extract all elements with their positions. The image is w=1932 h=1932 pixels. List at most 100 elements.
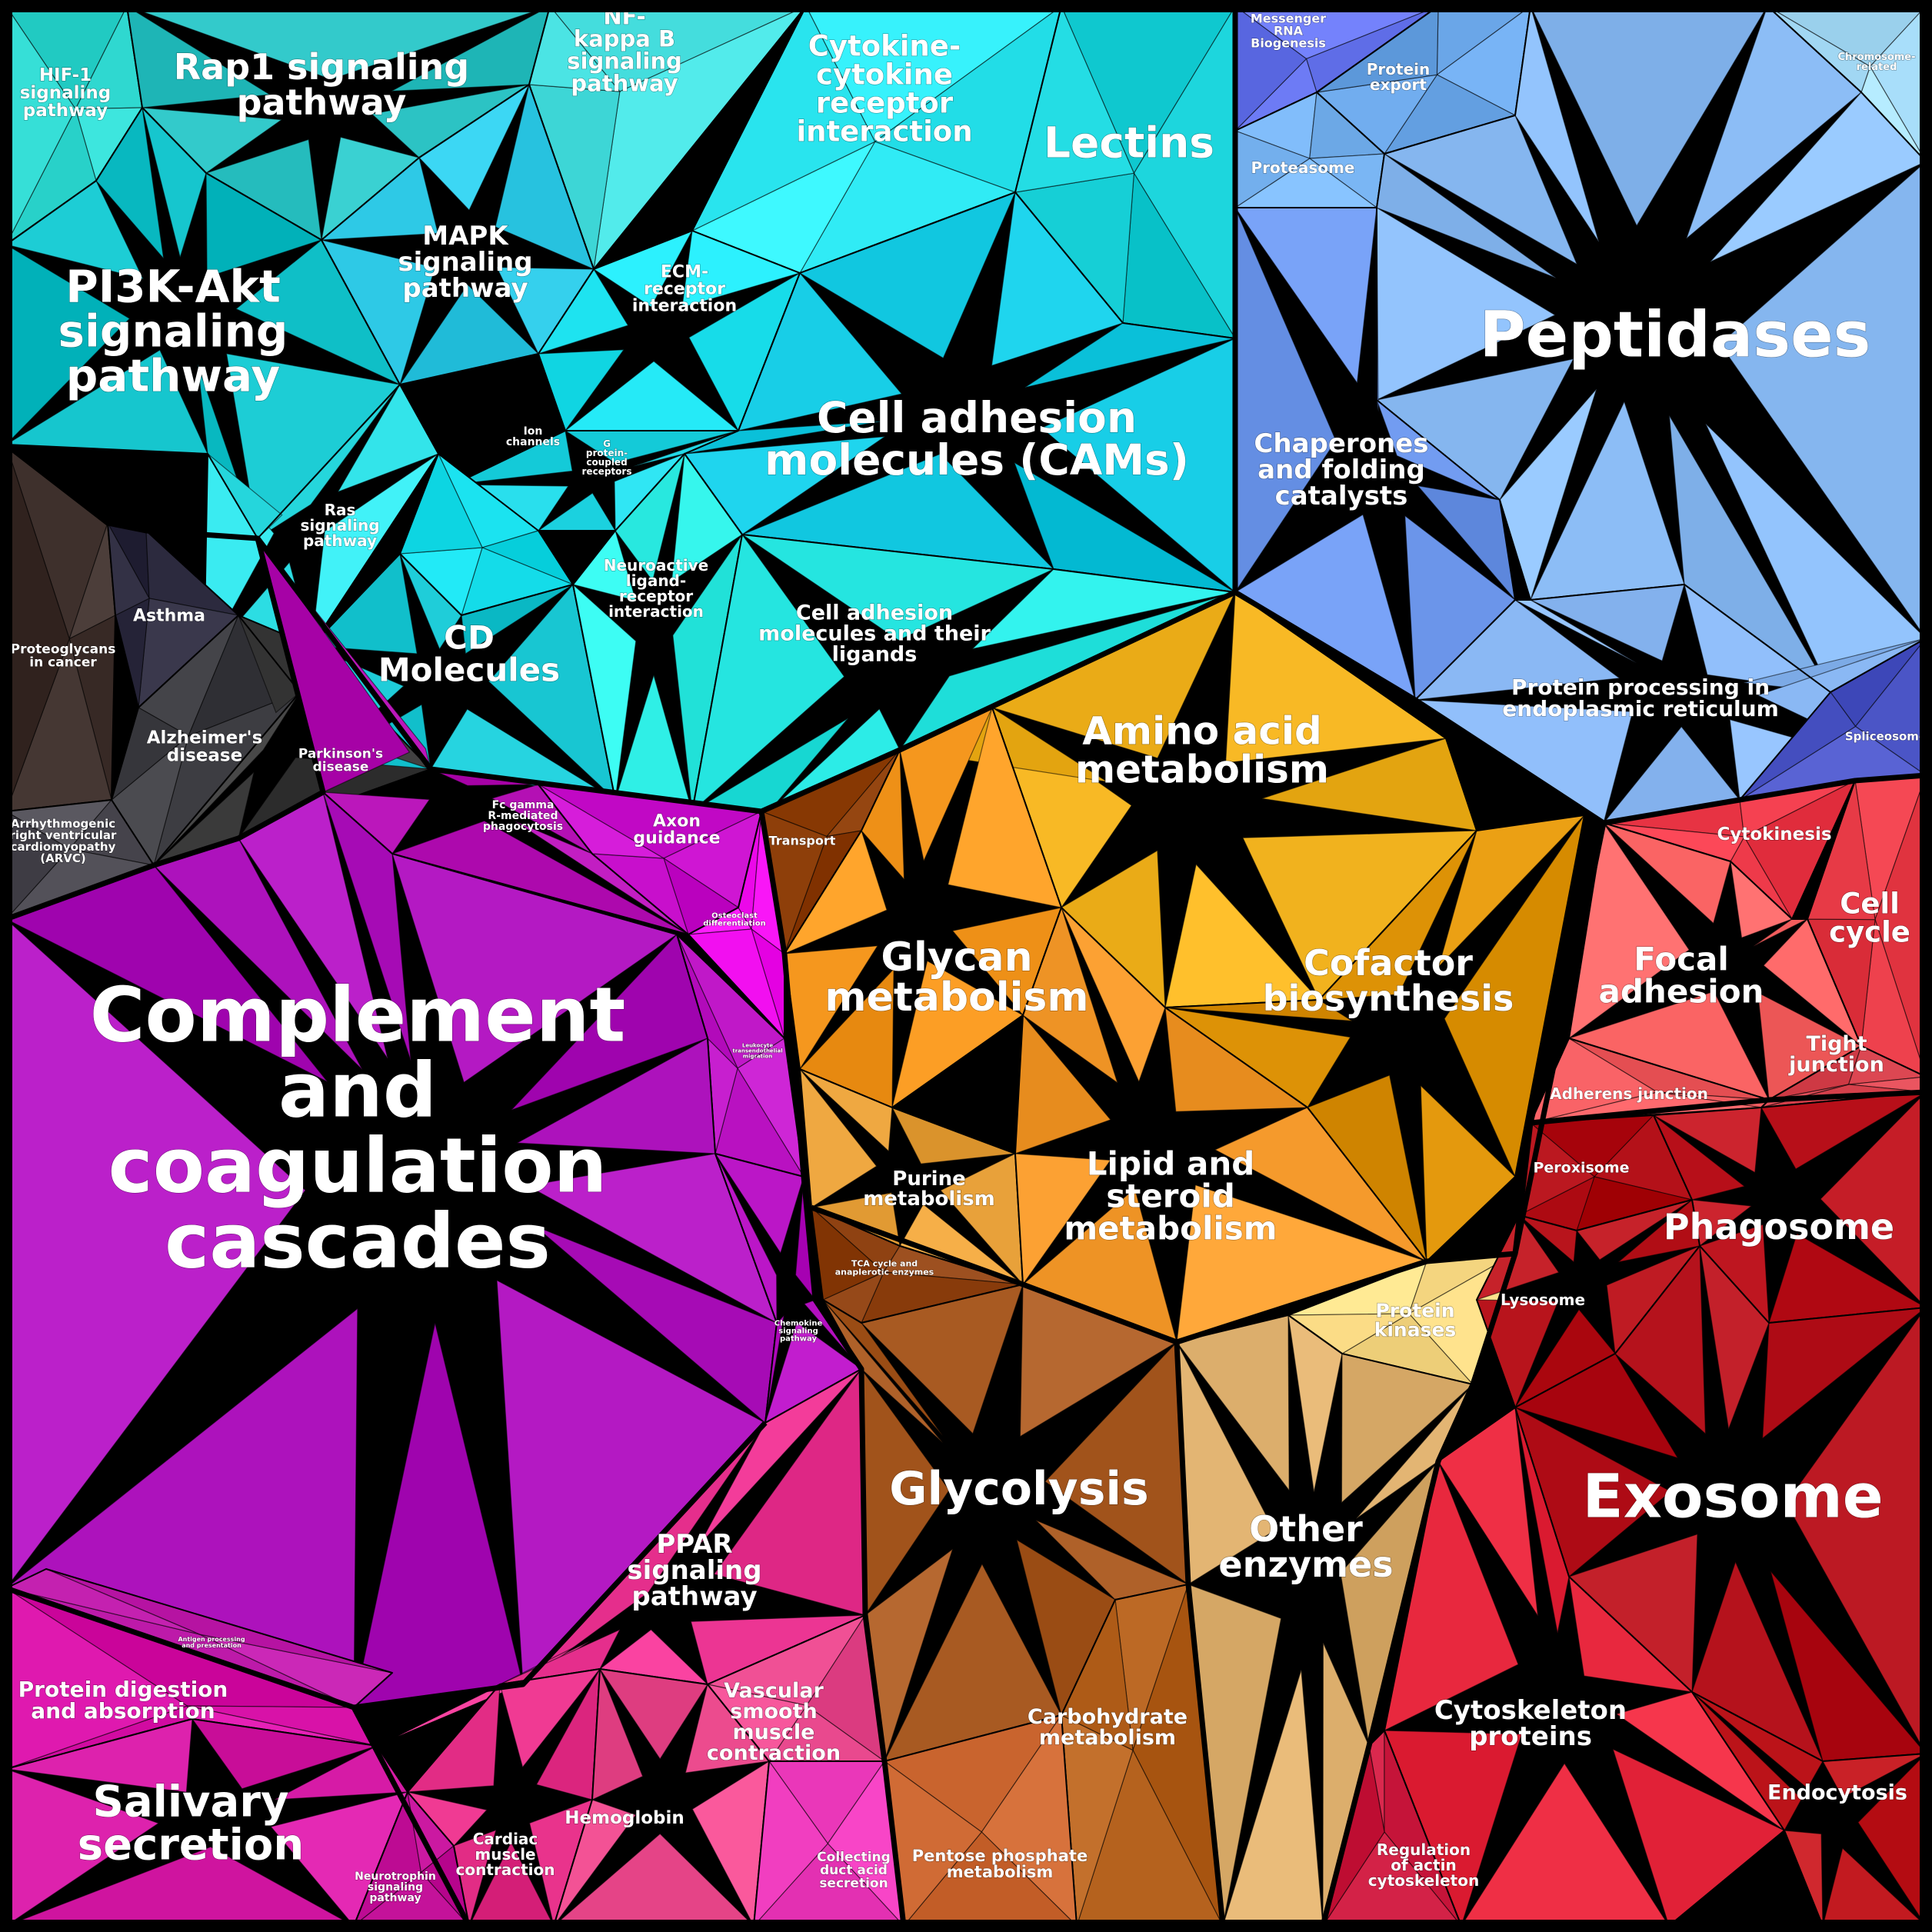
cell-cell-adhesion-molecules-cams xyxy=(683,191,1236,594)
cell-lipid-and-steroid-metabolism xyxy=(1014,906,1428,1343)
label-line: phagocytosis xyxy=(483,821,563,833)
label-cell-adhesion-molecules-and-their-ligands: Cell adhesion molecules and their ligands xyxy=(758,601,991,667)
label-line: Biogenesis xyxy=(1251,36,1326,51)
label-hif-1-signaling-pathway: HIF-1 signaling pathway xyxy=(20,65,112,121)
label-antigen-processing-and-presentation: Antigen processing and presentation xyxy=(178,1636,245,1649)
label-line: Cytokine- xyxy=(808,30,961,63)
label-line: signaling xyxy=(398,247,532,278)
label-line: and absorption xyxy=(31,1698,215,1724)
label-line: and xyxy=(278,1047,437,1134)
label-line: kappa B xyxy=(574,26,675,52)
label-line: (ARVC) xyxy=(40,851,86,865)
label-axon-guidance: Axon guidance xyxy=(633,812,720,848)
label-neuroactive-ligand-receptor-interaction: Neuroactive ligand-receptor interaction xyxy=(604,556,709,621)
label-protein-digestion-and-absorption: Protein digestion and absorption xyxy=(18,1677,228,1724)
label-line: Complement xyxy=(90,971,626,1059)
label-line: signaling xyxy=(20,83,112,103)
label-line: receptor xyxy=(644,280,725,299)
label-line: Spliceosome xyxy=(1845,729,1927,743)
label-line: receptor xyxy=(816,86,954,119)
label-proteoglycans-in-cancer: Proteoglycans in cancer xyxy=(11,642,116,671)
label-alzheimer-s-disease: Alzheimer's disease xyxy=(147,728,263,766)
label-line: Ion xyxy=(524,425,543,438)
label-line: Cytokinesis xyxy=(1717,824,1831,844)
cell-cytoskeleton-proteins xyxy=(1384,1406,1786,1927)
cell-glycan-metabolism xyxy=(783,705,1062,1109)
label-line: muscle xyxy=(733,1720,815,1744)
label-tight-junction: Tight junction xyxy=(1788,1032,1884,1077)
label-glycolysis: Glycolysis xyxy=(889,1462,1148,1516)
cell-nf-kappa-b-signaling-pathway xyxy=(528,5,807,271)
label-complement-and-coagulation-cascades: Complement and coagulation cascades xyxy=(90,971,626,1285)
label-line: export xyxy=(1370,75,1427,94)
cell-rap1-signaling-pathway xyxy=(126,5,551,242)
label-transport: Transport xyxy=(769,834,836,848)
label-line: contraction xyxy=(455,1860,555,1879)
cell-proteasome xyxy=(1234,91,1386,209)
label-line: metabolism xyxy=(947,1863,1054,1881)
cell-g-protein-coupled-receptors xyxy=(398,452,575,617)
label-spliceosome: Spliceosome xyxy=(1845,729,1927,743)
label-line: Axon xyxy=(653,812,701,831)
label-cell-adhesion-molecules-cams: Cell adhesion molecules (CAMs) xyxy=(764,393,1189,485)
label-proteasome: Proteasome xyxy=(1251,158,1355,177)
label-cd-molecules: CD Molecules xyxy=(378,619,560,689)
label-line: Cell adhesion xyxy=(817,393,1137,442)
label-line: interaction xyxy=(608,602,704,621)
group-border-layer xyxy=(4,6,1927,1927)
label-ecm-receptor-interaction: ECM-receptor interaction xyxy=(632,263,737,316)
label-line: Protein processing in xyxy=(1511,675,1770,700)
label-chromosome-related: Chromosome-related xyxy=(1837,52,1915,73)
label-line: endoplasmic reticulum xyxy=(1502,696,1779,721)
label-line: receptor xyxy=(619,587,693,605)
label-line: PI3K-Akt xyxy=(65,260,281,312)
group-digestion xyxy=(5,1367,905,1928)
label-line: catalysts xyxy=(1275,481,1408,511)
cell-cytokinesis xyxy=(1603,779,1857,921)
cell-ecm-receptor-interaction xyxy=(537,229,801,432)
cell-mapk-signaling-pathway xyxy=(320,82,595,386)
label-line: Chemokine xyxy=(774,1320,823,1328)
label-chaperones-and-folding-catalysts: Chaperones and folding catalysts xyxy=(1254,428,1428,511)
label-line: Arrhythmogenic xyxy=(11,817,115,831)
label-line: Parkinson's xyxy=(298,747,383,762)
cell-layer xyxy=(5,4,1928,1928)
label-line: Lipid and xyxy=(1087,1145,1255,1183)
label-line: muscle xyxy=(475,1845,535,1864)
label-fc-gamma-r-mediated-phagocytosis: Fc gamma R-mediated phagocytosis xyxy=(483,799,563,833)
label-line: Neuroactive xyxy=(604,556,709,575)
label-line: channels xyxy=(506,436,560,448)
cell-protein-export xyxy=(1315,5,1532,155)
label-line: G xyxy=(603,438,611,449)
label-line: metabolism xyxy=(1064,1210,1277,1247)
label-line: Hemoglobin xyxy=(565,1808,685,1828)
label-line: signaling xyxy=(627,1555,761,1586)
label-line: Cardiac xyxy=(473,1830,538,1848)
label-salivary-secretion: Salivary secretion xyxy=(78,1777,304,1870)
label-line: Protein xyxy=(1375,1299,1454,1321)
label-exosome: Exosome xyxy=(1582,1462,1883,1531)
label-rap1-signaling-pathway: Rap1 signaling pathway xyxy=(174,46,470,123)
label-line: pathway xyxy=(23,101,108,121)
label-line: HIF-1 xyxy=(39,65,92,85)
label-line: Protein digestion xyxy=(18,1677,228,1702)
label-lysosome: Lysosome xyxy=(1501,1291,1585,1309)
label-line: cardiomyopathy xyxy=(11,840,116,854)
label-line: MAPK xyxy=(422,221,509,251)
label-focal-adhesion: Focal adhesion xyxy=(1599,941,1764,1011)
group-border xyxy=(1512,822,1607,1254)
group-proteostasis xyxy=(1234,5,1927,824)
label-vascular-smooth-muscle-contraction: Vascular smooth muscle contraction xyxy=(707,1679,841,1765)
label-line: RNA xyxy=(1274,24,1304,38)
label-endocytosis: Endocytosis xyxy=(1767,1780,1907,1804)
label-lipid-and-steroid-metabolism: Lipid and steroid metabolism xyxy=(1064,1145,1277,1247)
label-line: Phagosome xyxy=(1664,1206,1894,1247)
cell-pentose-phosphate-metabolism xyxy=(883,1714,1078,1927)
label-line: transendothelial xyxy=(732,1048,782,1054)
cell-messenger-rna-biogenesis xyxy=(1234,5,1439,132)
label-line: Asthma xyxy=(133,607,205,626)
label-line: Alzheimer's xyxy=(147,728,263,748)
